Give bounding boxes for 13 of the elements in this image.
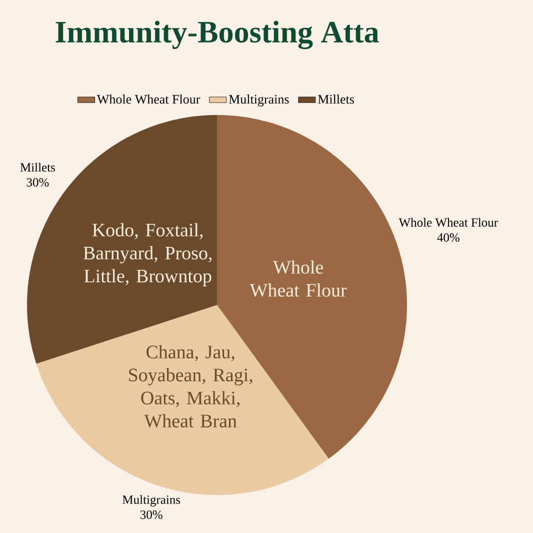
slice-label: Millets: [20, 162, 55, 172]
data-label: 30%: [26, 178, 49, 187]
data-label: 30%: [140, 510, 162, 519]
text: Kodo, Foxtail, Barnyard, Proso, Little, Browntop: [83, 223, 212, 286]
text: Whole Wheat Flour: [250, 260, 347, 297]
legend-label: Whole Wheat Flour: [96, 94, 200, 104]
slice-label: Multigrains: [122, 495, 180, 507]
text: Chana, Jau, Soyabean, Ragi, Oats, Makki, Wheat Bran: [129, 345, 252, 428]
slice-label: Whole Wheat Flour: [398, 218, 498, 227]
legend-label: Multigrains: [228, 94, 289, 106]
data-label: 40%: [437, 233, 460, 242]
chart-title: Immunity-Boosting Atta: [56, 20, 379, 50]
legend-label: Millets: [318, 94, 354, 104]
